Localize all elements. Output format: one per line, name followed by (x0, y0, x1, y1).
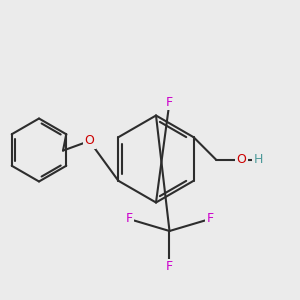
Text: F: F (166, 260, 173, 274)
Text: O: O (85, 134, 94, 148)
Text: F: F (125, 212, 133, 226)
Text: F: F (206, 212, 214, 226)
Text: O: O (237, 153, 246, 166)
Text: F: F (166, 95, 173, 109)
Text: H: H (253, 153, 263, 166)
